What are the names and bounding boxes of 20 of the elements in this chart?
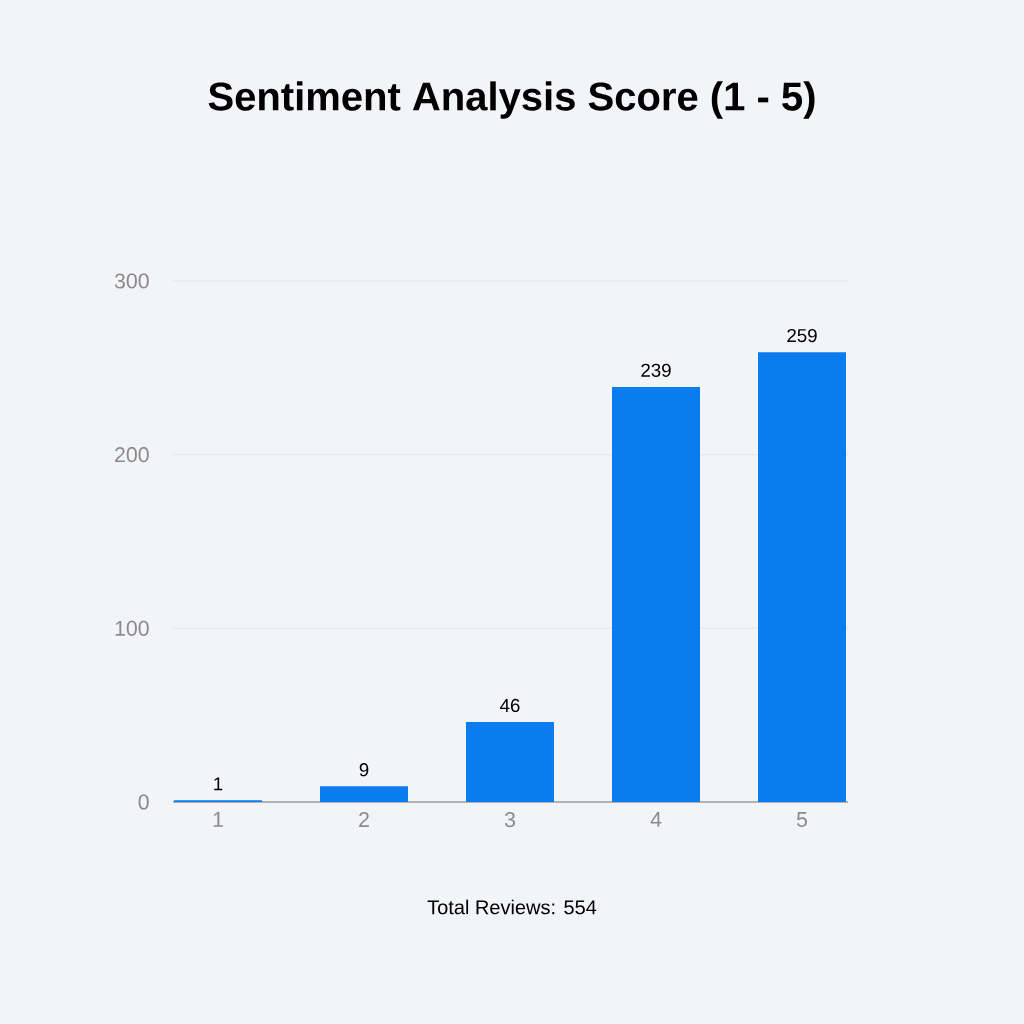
y-tick-label: 100 (115, 620, 149, 636)
data-label: 259 (787, 328, 817, 343)
data-label: 9 (359, 763, 369, 777)
chart-title: Sentiment Analysis Score (1 - 5) (208, 81, 815, 119)
x-tick-label: 4 (650, 812, 662, 827)
y-tick-label: 0 (138, 794, 149, 810)
bar (612, 386, 701, 802)
y-tick-label: 200 (115, 447, 149, 463)
x-tick-label: 5 (796, 812, 808, 827)
y-tick-label: 300 (114, 273, 149, 289)
x-tick-label: 2 (359, 812, 369, 827)
text: Total Reviews: 554 (427, 899, 597, 915)
bar (758, 352, 847, 802)
data-label: 239 (641, 363, 671, 377)
x-tick-label: 1 (213, 812, 223, 827)
data-label: 46 (500, 698, 520, 713)
data-label: 1 (214, 777, 223, 791)
bar (320, 786, 408, 802)
x-tick-label: 3 (504, 812, 515, 828)
bar (466, 722, 555, 802)
